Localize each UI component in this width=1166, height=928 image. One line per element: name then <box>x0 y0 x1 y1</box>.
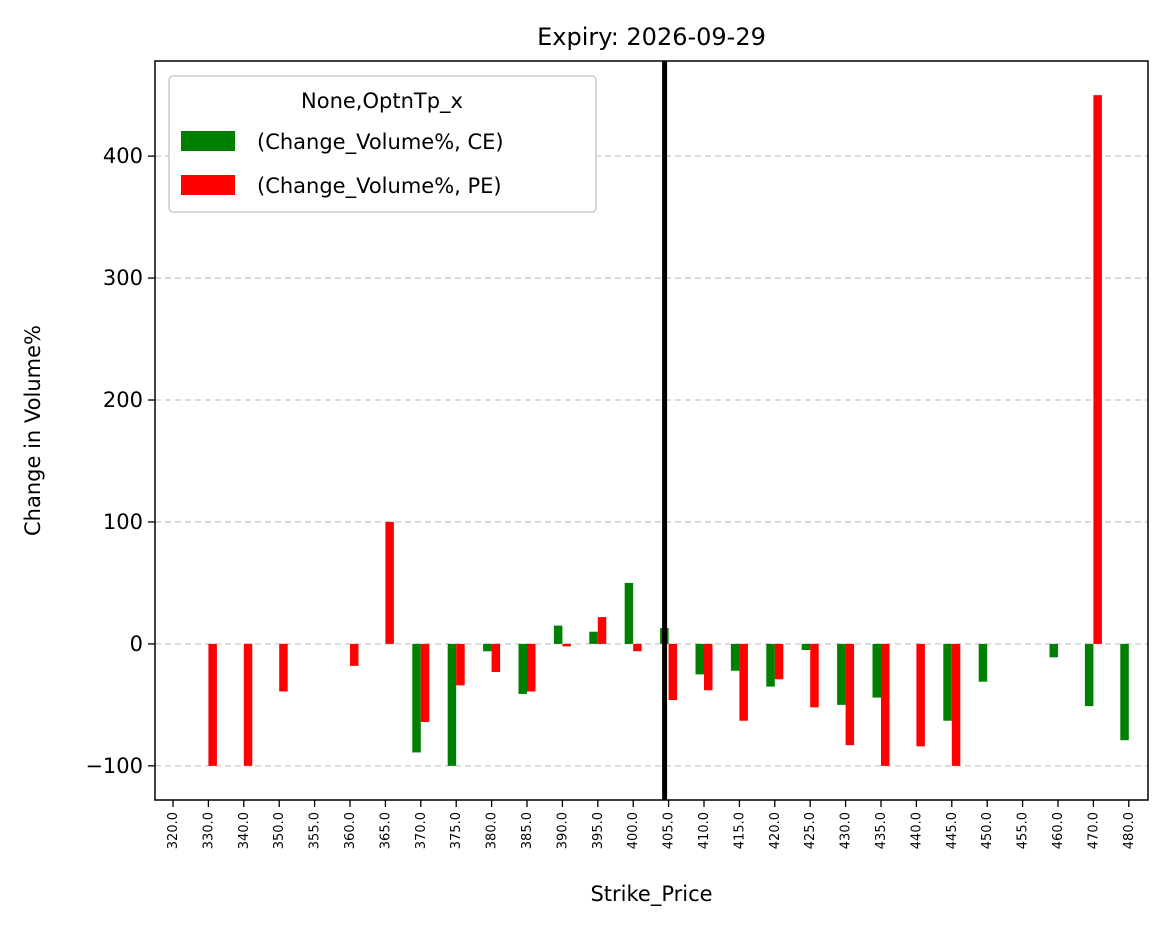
bar-ce <box>801 643 811 651</box>
bar-pe <box>420 643 430 722</box>
bar-pe <box>810 643 819 708</box>
bar-ce <box>589 631 598 644</box>
x-tick-label: 360.0 <box>343 812 358 849</box>
bar-ce <box>872 643 881 698</box>
bar-pe <box>774 643 784 680</box>
bar-pe <box>527 643 536 692</box>
x-tick-label: 415.0 <box>732 812 747 849</box>
bar-pe <box>491 643 501 672</box>
y-axis: −100 0 100 200 300 400 <box>85 144 155 778</box>
bar-ce <box>1120 643 1129 741</box>
bar-pe <box>279 643 288 692</box>
legend-label-ce: (Change_Volume%, CE) <box>257 130 504 155</box>
x-tick-label: 350.0 <box>272 812 287 849</box>
bar-pe <box>208 643 217 766</box>
y-tick-label: 200 <box>103 388 143 412</box>
bar-ce <box>447 643 457 766</box>
bar-pe <box>350 643 359 666</box>
x-tick-label: 445.0 <box>945 812 960 849</box>
bar-pe <box>385 521 394 644</box>
x-tick-label: 330.0 <box>201 812 216 849</box>
y-tick-label: −100 <box>85 754 143 778</box>
bar-ce <box>553 625 563 644</box>
y-tick-label: 400 <box>103 144 143 168</box>
x-tick-label: 320.0 <box>166 812 181 849</box>
grid-lines <box>155 155 1148 767</box>
bar-ce <box>730 643 740 671</box>
bar-pe <box>739 643 748 721</box>
y-tick-label: 100 <box>103 510 143 534</box>
x-axis-label: Strike_Price <box>590 882 712 907</box>
bar-ce <box>978 643 988 682</box>
legend: None,OptnTp_x (Change_Volume%, CE) (Chan… <box>168 75 597 213</box>
y-axis-label: Change in Volume% <box>21 325 45 536</box>
x-tick-label: 395.0 <box>591 812 606 849</box>
bar-pe <box>881 643 890 766</box>
x-tick-label: 390.0 <box>555 812 570 849</box>
legend-box <box>168 75 597 213</box>
y-tick-label: 300 <box>103 266 143 290</box>
bar-ce <box>1049 643 1058 658</box>
x-tick-label: 410.0 <box>697 812 712 849</box>
bar-pe <box>668 643 678 701</box>
x-tick-label: 355.0 <box>308 812 323 849</box>
bar-pe <box>562 643 571 647</box>
x-tick-label: 470.0 <box>1086 812 1101 849</box>
bar-pe <box>456 643 465 686</box>
chart-title: Expiry: 2026-09-29 <box>537 23 766 51</box>
x-tick-label: 385.0 <box>520 812 535 849</box>
x-tick-label: 435.0 <box>874 812 889 849</box>
bar-ce <box>412 643 421 753</box>
x-tick-label: 405.0 <box>662 812 677 849</box>
bar-ce <box>695 643 704 675</box>
bar-pe <box>243 643 253 766</box>
bars <box>208 95 1129 766</box>
x-tick-label: 430.0 <box>839 812 854 849</box>
legend-label-pe: (Change_Volume%, PE) <box>257 174 502 199</box>
x-tick-label: 370.0 <box>414 812 429 849</box>
x-tick-label: 400.0 <box>626 812 641 849</box>
bar-ce <box>483 643 492 652</box>
x-tick-label: 460.0 <box>1051 812 1066 849</box>
bar-pe <box>951 643 961 766</box>
plot-frame <box>154 60 1149 801</box>
bar-ce <box>624 582 634 644</box>
y-tick-label: 0 <box>130 632 143 656</box>
x-tick-label: 440.0 <box>909 812 924 849</box>
bar-pe <box>916 643 925 747</box>
x-tick-label: 375.0 <box>449 812 464 849</box>
bar-ce <box>837 643 846 705</box>
x-tick-label: 425.0 <box>803 812 818 849</box>
x-tick-label: 340.0 <box>237 812 252 849</box>
bar-pe <box>704 643 713 691</box>
bar-ce <box>1084 643 1094 707</box>
bar-ce <box>943 643 952 721</box>
bar-pe <box>845 643 855 746</box>
bar-pe <box>1093 95 1102 644</box>
x-tick-label: 380.0 <box>485 812 500 849</box>
x-tick-label: 420.0 <box>768 812 783 849</box>
x-tick-label: 480.0 <box>1122 812 1137 849</box>
x-tick-label: 365.0 <box>378 812 393 849</box>
bar-ce <box>766 643 775 687</box>
bar-pe <box>597 617 607 644</box>
x-tick-label: 450.0 <box>980 812 995 849</box>
bar-pe <box>633 643 642 652</box>
legend-swatch-pe <box>181 175 235 195</box>
x-tick-label: 455.0 <box>1016 812 1031 849</box>
bar-ce <box>518 643 527 694</box>
legend-swatch-ce <box>181 131 235 151</box>
x-axis: 320.0 330.0 340.0 350.0 355.0 360.0 365.0 370.0… <box>166 800 1137 849</box>
legend-title: None,OptnTp_x <box>301 89 463 114</box>
